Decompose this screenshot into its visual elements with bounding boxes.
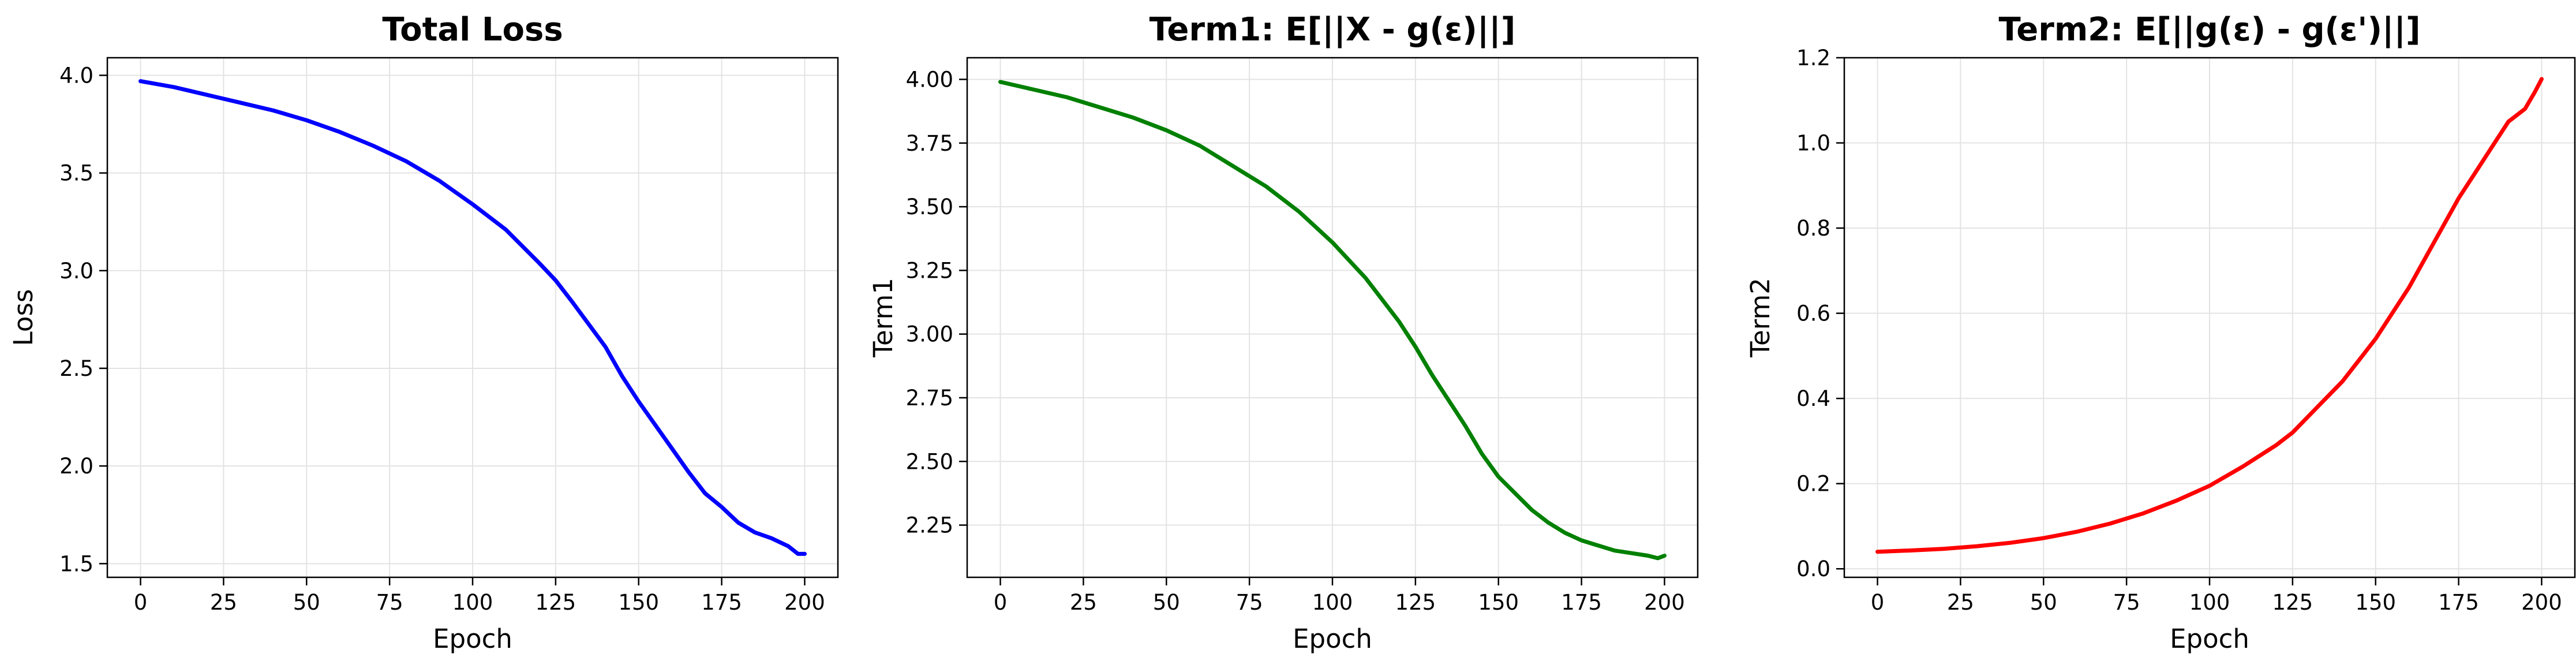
total-loss-y-tick-label-0: 1.5 bbox=[59, 551, 93, 576]
term1-y-axis-label: Term1 bbox=[868, 278, 898, 358]
total-loss-y-tick-label-2: 2.5 bbox=[59, 356, 93, 381]
term1-chart: 0 25 50 75 100 125 150 175 200 2.25 2.50 2.75 3.00 3.… bbox=[868, 11, 1699, 654]
term2-y-tick-label-0: 0.0 bbox=[1796, 557, 1830, 581]
total-loss-y-tick-label-3: 3.0 bbox=[59, 259, 93, 283]
total-loss-chart: 0 25 50 75 100 125 150 175 200 1.5 2.0 2.5 3.0 3.5 4.0… bbox=[8, 11, 839, 654]
total-loss-x-tick-label-0: 0 bbox=[134, 590, 148, 615]
term2-x-tick-label-3: 75 bbox=[2113, 590, 2140, 615]
term1-x-tick-label-1: 25 bbox=[1070, 590, 1097, 615]
total-loss-series-line-0 bbox=[138, 79, 807, 556]
term2-x-tick-label-1: 25 bbox=[1947, 590, 1974, 615]
term2-y-tick-label-5: 1.0 bbox=[1796, 131, 1830, 156]
total-loss-y-tick-label-1: 2.0 bbox=[59, 454, 93, 479]
term2-x-axis-label: Epoch bbox=[2170, 624, 2249, 654]
term2-x-tick-label-8: 200 bbox=[2521, 590, 2562, 615]
term1-y-tick-label-6: 3.75 bbox=[906, 131, 953, 156]
term2-x-tick-label-4: 100 bbox=[2189, 590, 2230, 615]
term2-y-axis-label: Term2 bbox=[1745, 278, 1776, 358]
term1-y-tick-label-3: 3.00 bbox=[906, 322, 953, 347]
term2-y-tick-label-6: 1.2 bbox=[1796, 46, 1830, 70]
total-loss-x-tick-label-8: 200 bbox=[784, 590, 825, 615]
term2-series-line-0 bbox=[1875, 77, 2544, 554]
term1-x-tick-label-7: 175 bbox=[1561, 590, 1602, 615]
term1-y-tick-label-0: 2.25 bbox=[906, 513, 953, 538]
term1-title: Term1: E[||X - g(ε)||] bbox=[1150, 11, 1516, 48]
term2-title: Term2: E[||g(ε) - g(ε')||] bbox=[1998, 11, 2420, 48]
term2-chart: 0 25 50 75 100 125 150 175 200 0.0 0.2 0.4 0.6 0.8 1.0… bbox=[1745, 11, 2576, 654]
term2-y-tick-label-4: 0.8 bbox=[1796, 216, 1830, 241]
term2-x-tick-label-6: 150 bbox=[2355, 590, 2396, 615]
term1-x-tick-label-8: 200 bbox=[1644, 590, 1685, 615]
term2-x-tick-label-2: 50 bbox=[2030, 590, 2057, 615]
term2-y-tick-label-3: 0.6 bbox=[1796, 301, 1830, 326]
term1-x-tick-label-2: 50 bbox=[1153, 590, 1180, 615]
total-loss-x-tick-label-7: 175 bbox=[701, 590, 742, 615]
term1-x-tick-label-4: 100 bbox=[1312, 590, 1353, 615]
term1-y-tick-label-1: 2.50 bbox=[906, 449, 953, 474]
total-loss-y-tick-label-5: 4.0 bbox=[59, 63, 93, 88]
term1-x-tick-label-0: 0 bbox=[994, 590, 1008, 615]
term1-x-tick-label-3: 75 bbox=[1236, 590, 1263, 615]
term2-x-tick-label-7: 175 bbox=[2438, 590, 2479, 615]
term1-y-tick-label-5: 3.50 bbox=[906, 195, 953, 219]
term1-x-tick-label-5: 125 bbox=[1395, 590, 1436, 615]
term2-y-tick-label-1: 0.2 bbox=[1796, 472, 1830, 496]
total-loss-title: Total Loss bbox=[382, 11, 563, 48]
term1-y-tick-label-2: 2.75 bbox=[906, 386, 953, 410]
total-loss-x-tick-label-3: 75 bbox=[376, 590, 403, 615]
total-loss-x-tick-label-5: 125 bbox=[536, 590, 576, 615]
total-loss-y-axis-label: Loss bbox=[8, 289, 39, 346]
term1-y-tick-label-4: 3.25 bbox=[906, 258, 953, 283]
term2-x-tick-label-0: 0 bbox=[1871, 590, 1885, 615]
total-loss-x-tick-label-1: 25 bbox=[210, 590, 237, 615]
total-loss-y-tick-label-4: 3.5 bbox=[59, 161, 93, 186]
term1-x-tick-label-6: 150 bbox=[1478, 590, 1519, 615]
term1-y-tick-label-7: 4.00 bbox=[906, 68, 953, 92]
term2-y-tick-label-2: 0.4 bbox=[1796, 386, 1830, 411]
total-loss-x-tick-label-4: 100 bbox=[452, 590, 493, 615]
total-loss-x-tick-label-2: 50 bbox=[293, 590, 320, 615]
term1-x-axis-label: Epoch bbox=[1293, 624, 1372, 654]
term1-series-line-0 bbox=[998, 80, 1667, 561]
total-loss-x-tick-label-6: 150 bbox=[618, 590, 659, 615]
total-loss-x-axis-label: Epoch bbox=[433, 624, 512, 654]
term2-x-tick-label-5: 125 bbox=[2272, 590, 2313, 615]
